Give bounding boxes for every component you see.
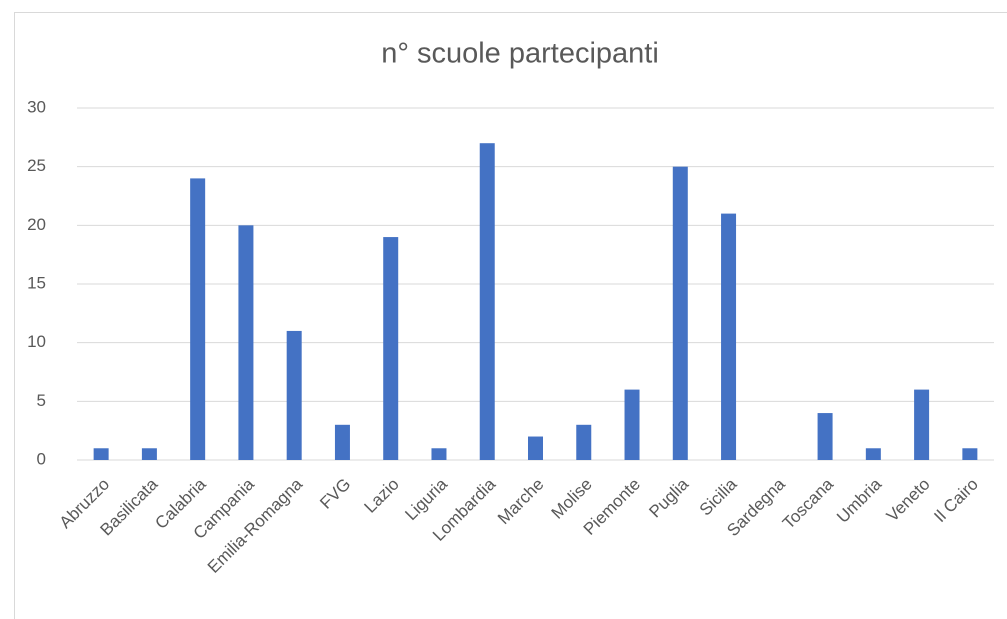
bar — [141, 448, 157, 460]
y-tick-label: 10 — [27, 332, 46, 351]
y-tick-label: 25 — [27, 156, 46, 175]
y-tick-label: 20 — [27, 215, 46, 234]
chart-frame — [14, 12, 1007, 619]
bar — [672, 166, 688, 460]
chart-title: n° scuole partecipanti — [381, 38, 659, 70]
bar — [721, 213, 737, 460]
bar — [93, 448, 109, 460]
bar — [914, 389, 930, 460]
bar — [190, 178, 206, 460]
bar — [238, 225, 254, 460]
bar — [479, 143, 495, 460]
bar — [334, 424, 350, 460]
bar — [576, 424, 592, 460]
bar — [865, 448, 881, 460]
bar — [962, 448, 978, 460]
y-tick-label: 0 — [37, 449, 46, 468]
y-tick-label: 5 — [37, 391, 46, 410]
y-tick-label: 15 — [27, 273, 46, 292]
bar — [528, 436, 543, 460]
bar — [383, 237, 399, 460]
bar — [817, 413, 833, 460]
bar — [431, 448, 447, 460]
bar — [624, 389, 640, 460]
y-tick-label: 30 — [27, 97, 46, 116]
bar — [286, 330, 302, 460]
